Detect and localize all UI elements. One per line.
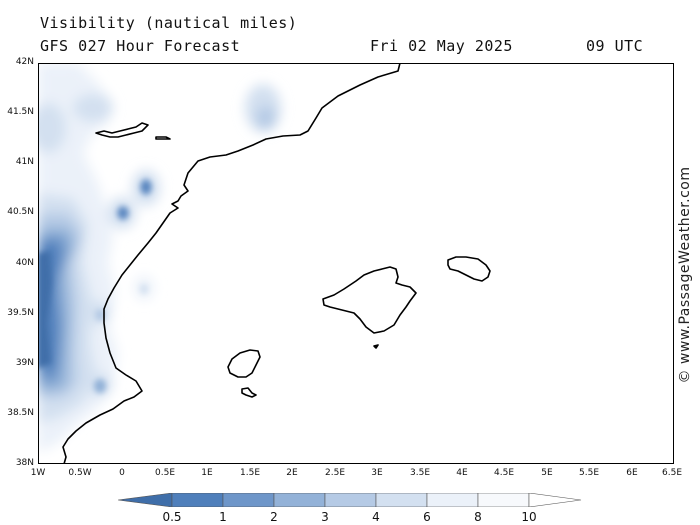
lon-label-5e: 5E: [541, 468, 553, 478]
forecast-label: GFS 027 Hour Forecast: [40, 37, 241, 55]
colorbar-label-4: 4: [372, 510, 380, 524]
lon-label-1-5e: 1.5E: [240, 468, 260, 478]
map-title: Visibility (nautical miles): [40, 14, 298, 32]
colorbar-label-0-5: 0.5: [162, 510, 182, 524]
lon-label-0: 0: [119, 468, 125, 478]
lon-label-3-5e: 3.5E: [410, 468, 430, 478]
colorbar-max-arrow: [528, 493, 582, 507]
forecast-time: 09 UTC: [586, 37, 644, 55]
lon-label-3e: 3E: [371, 468, 383, 478]
forecast-date: Fri 02 May 2025: [370, 37, 513, 55]
visibility-colorbar: [118, 493, 582, 507]
colorbar-label-8: 8: [474, 510, 482, 524]
lon-label-6e: 6E: [626, 468, 638, 478]
lon-label-0-5e: 0.5E: [155, 468, 175, 478]
colorbar-min-arrow: [118, 493, 173, 507]
colorbar-label-3: 3: [321, 510, 329, 524]
colorbar-bin-5: [375, 493, 428, 507]
lat-label-39n: 39N: [15, 358, 34, 368]
lon-label-0-5w: 0.5W: [68, 468, 92, 478]
colorbar-bin-7: [477, 493, 530, 507]
visibility-map: [38, 63, 674, 464]
colorbar-bin-2: [222, 493, 275, 507]
lon-label-4e: 4E: [456, 468, 468, 478]
lat-label-40-5n: 40.5N: [7, 207, 34, 217]
colorbar-bin-4: [324, 493, 377, 507]
lon-label-6-5e: 6.5E: [662, 468, 682, 478]
lat-label-41n: 41N: [15, 157, 34, 167]
lon-label-1e: 1E: [201, 468, 213, 478]
credit-watermark: © www.PassageWeather.com: [674, 150, 696, 400]
lon-label-5-5e: 5.5E: [579, 468, 599, 478]
colorbar-label-1: 1: [219, 510, 227, 524]
lat-label-42n: 42N: [15, 57, 34, 67]
lon-label-4-5e: 4.5E: [494, 468, 514, 478]
colorbar-label-6: 6: [423, 510, 431, 524]
credit-text: © www.PassageWeather.com: [677, 166, 693, 384]
lat-label-38-5n: 38.5N: [7, 408, 34, 418]
colorbar-bin-6: [426, 493, 479, 507]
lon-label-1w: 1W: [30, 468, 46, 478]
lon-label-2-5e: 2.5E: [325, 468, 345, 478]
lon-label-2e: 2E: [286, 468, 298, 478]
coastlines: [62, 63, 491, 464]
lat-label-40n: 40N: [15, 258, 34, 268]
lat-label-39-5n: 39.5N: [7, 308, 34, 318]
lat-label-38n: 38N: [15, 458, 34, 468]
lat-label-41-5n: 41.5N: [7, 107, 34, 117]
colorbar-bin-3: [273, 493, 326, 507]
colorbar-label-2: 2: [270, 510, 278, 524]
colorbar-label-10: 10: [521, 510, 537, 524]
visibility-cores: [38, 179, 152, 393]
colorbar-bin-1: [171, 493, 224, 507]
